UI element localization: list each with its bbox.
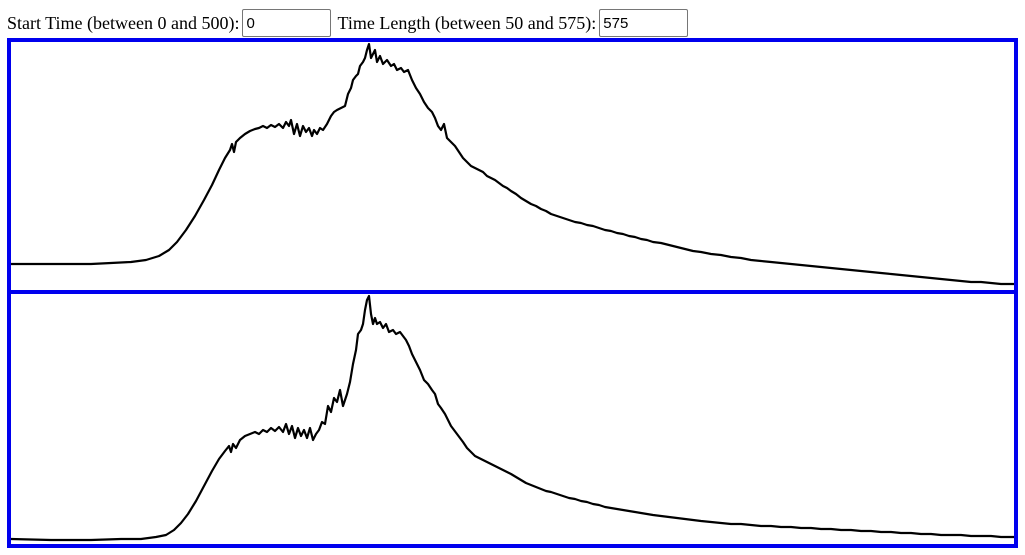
start-time-input[interactable]: [242, 9, 332, 37]
waveform-line-top: [11, 42, 1014, 286]
waveform-panel-bottom[interactable]: [7, 290, 1018, 548]
waveform-plot-top: [11, 42, 1014, 286]
waveform-line-bottom: [11, 294, 1014, 542]
time-controls: Start Time (between 0 and 500): Time Len…: [7, 9, 694, 37]
waveform-panel-top[interactable]: [7, 38, 1018, 295]
waveform-plot-bottom: [11, 294, 1014, 542]
time-length-label: Time Length (between 50 and 575):: [337, 13, 597, 33]
start-time-label: Start Time (between 0 and 500):: [7, 13, 240, 33]
time-length-input[interactable]: [599, 9, 689, 37]
